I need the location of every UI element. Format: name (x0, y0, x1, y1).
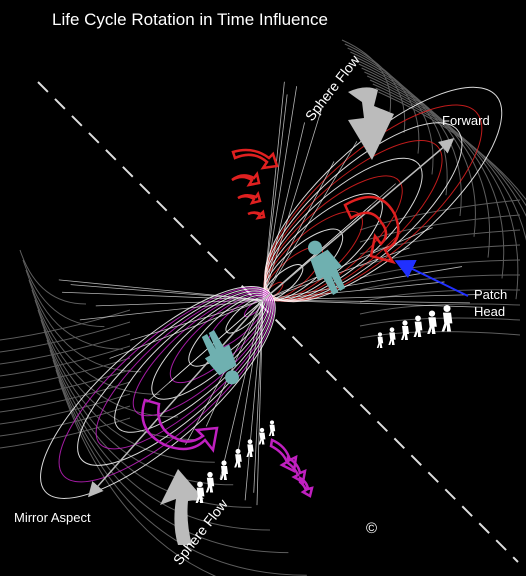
patch-head-label: Patch Head (474, 286, 507, 320)
curved-arrow-icon (141, 398, 314, 498)
sphere-flow-label-top: Sphere Flow (302, 51, 364, 123)
big-arrow-icon (348, 87, 394, 160)
patch-head-pointer (394, 259, 469, 297)
big-arrow-icon (160, 469, 204, 545)
diagram-title: Life Cycle Rotation in Time Influence (52, 10, 328, 29)
curved-arrow-icon (231, 148, 400, 265)
forward-axis-arrow (262, 138, 455, 301)
patch-head-line1: Patch (474, 287, 508, 302)
walking-figures-lower (195, 420, 276, 503)
walking-figures-upper (376, 305, 453, 348)
mirror-aspect-label: Mirror Aspect (14, 510, 91, 525)
human-figure-icon (308, 240, 346, 295)
mirror-dashed-line (37, 81, 519, 563)
background-contours (0, 39, 526, 576)
forward-label: Forward (442, 113, 490, 128)
copyright-symbol: © (366, 520, 378, 537)
patch-head-line2: Head (474, 304, 506, 319)
mirror-axis-arrow (88, 299, 264, 498)
human-figure-icon (201, 330, 239, 385)
